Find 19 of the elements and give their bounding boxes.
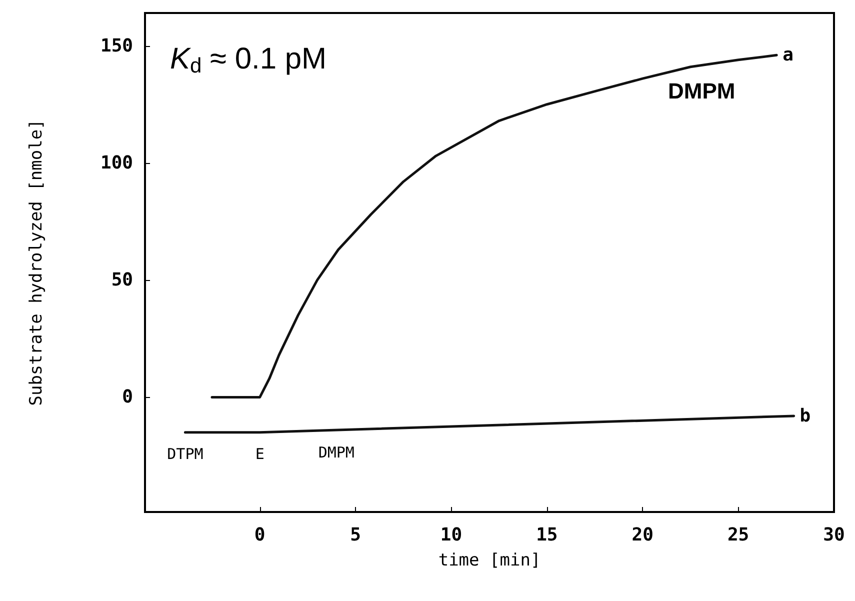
x-tick-label: 5: [350, 524, 361, 546]
x-tick-label: 20: [632, 524, 654, 546]
annotation: DMPM: [318, 444, 354, 462]
y-axis-title: Substrate hydrolyzed [nmole]: [26, 119, 46, 406]
annotation: E: [255, 444, 264, 463]
y-tick-label: 50: [111, 270, 133, 291]
x-tick-label: 25: [727, 524, 750, 546]
x-tick-label: 15: [536, 524, 558, 546]
y-tick-label: 0: [122, 386, 133, 408]
x-tick-label: 0: [254, 524, 266, 546]
y-tick-label: 100: [100, 152, 133, 174]
x-tick-label: 30: [823, 524, 845, 546]
annotation: DMPM: [668, 78, 736, 104]
x-axis-title: time [min]: [438, 550, 541, 570]
annotation: DTPM: [167, 444, 204, 463]
series-label: a: [782, 44, 794, 66]
x-tick-label: 10: [440, 524, 462, 546]
y-tick-label: 150: [100, 35, 133, 56]
series-label: b: [800, 405, 811, 426]
